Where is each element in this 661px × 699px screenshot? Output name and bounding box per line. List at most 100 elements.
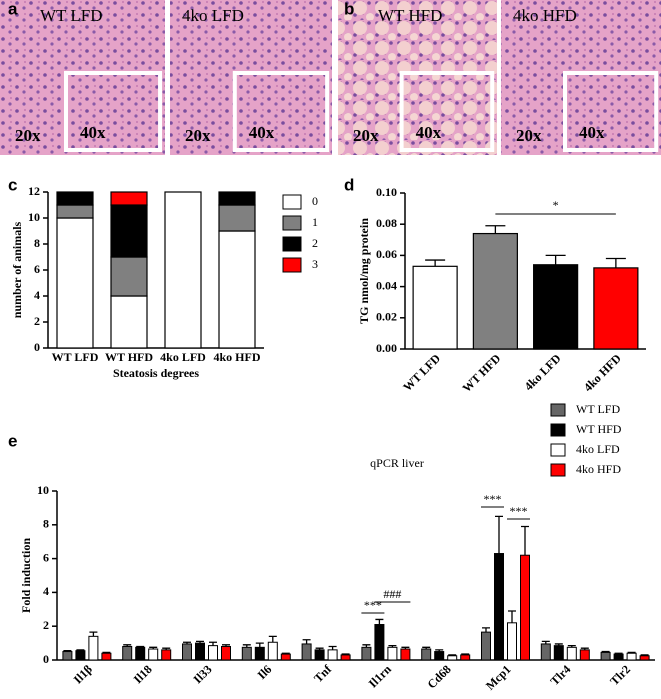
x-tick-label: WT HFD [105,350,153,364]
x-tick-label: WT LFD [400,351,443,394]
x-tick-label: Tlr2 [607,662,633,688]
bar [434,651,445,661]
bar [301,643,312,661]
annotation: *** [484,492,502,506]
y-tick-label: 10 [28,210,40,224]
bar [254,646,265,661]
error-bar [328,645,337,650]
legend-swatch [550,463,566,477]
legend-label: WT LFD [576,402,620,416]
annotation: *** [364,598,382,612]
y-tick-label: 0.06 [376,247,397,261]
inset-frame [232,71,330,152]
bar [361,646,372,661]
error-bar [482,627,490,633]
y-axis-label: number of animals [10,221,24,318]
bar-segment [110,295,148,349]
legend-swatch [550,403,566,417]
legend-label: 0 [312,194,318,208]
x-tick-label: WT HFD [460,351,504,395]
panel-label: a [8,0,18,18]
bar [447,655,458,661]
magnification: 40x [579,123,605,142]
x-tick-label: 4ko HFD [581,351,624,394]
inset-frame [563,71,659,152]
x-tick-label: Tlr4 [547,662,573,688]
bar-segment [56,204,94,219]
error-bar [508,610,516,623]
bar [533,264,579,350]
bar [148,648,159,661]
bar [161,649,172,661]
x-tick-label: Il1β [71,662,95,686]
y-tick-label: 0 [34,340,40,354]
y-tick-label: 0.08 [376,216,397,230]
error-bar [425,259,446,267]
bar [600,651,611,661]
bar [241,646,252,661]
bar [280,653,291,661]
bar [101,652,112,661]
bar-segment [56,217,94,349]
panel-label: d [344,175,354,194]
y-tick-label: 4 [43,584,49,598]
annotation: * [553,198,559,212]
magnification: 40x [416,123,442,142]
legend-swatch [550,443,566,457]
y-tick-label: 2 [34,314,40,328]
bar [400,648,411,661]
bar [507,622,517,661]
legend-swatch [282,257,302,273]
bar [540,643,551,661]
x-tick-label: Il18 [131,662,155,686]
bar [182,643,192,661]
legend-label: 3 [312,257,318,271]
image-label: 4ko LFD [182,6,244,25]
bar [579,649,590,661]
x-tick-label: Il1rn [366,662,395,691]
bar [639,655,650,661]
y-tick-label: 8 [43,517,49,531]
legend-label: 1 [312,215,318,229]
y-tick-label: 4 [34,288,40,302]
bar-segment [56,191,94,206]
error-bar [521,525,529,556]
error-bar [255,642,264,648]
bar-segment [218,230,256,349]
bar [208,645,218,661]
bar-segment [110,256,148,297]
y-tick-label: 0.00 [376,341,397,355]
x-tick-label: Cd68 [425,662,454,691]
x-axis-label: Steatosis degrees [113,366,199,380]
inset-frame [399,71,495,152]
bar [374,624,385,661]
x-tick-label: Il6 [255,662,275,682]
y-tick-label: 6 [34,262,40,276]
magnification: 40x [80,123,106,142]
bar-segment [218,191,256,206]
magnification: 20x [185,126,211,145]
y-tick-label: 12 [28,184,40,198]
error-bar [302,639,311,644]
legend-swatch [550,423,566,437]
annotation: ### [383,587,401,601]
annotation: *** [510,504,528,518]
panel-label: e [8,431,17,450]
error-bar [89,631,98,637]
error-bar [268,635,277,643]
bar [340,654,351,661]
y-tick-label: 0.04 [376,278,397,292]
legend-label: WT HFD [576,422,622,436]
chart-title: qPCR liver [370,456,424,470]
bar [88,635,99,661]
error-bar [485,225,506,234]
y-axis-label: TG nmol/mg protein [357,218,371,324]
error-bar [209,641,217,646]
x-tick-label: 4ko LFD [521,351,563,393]
bar [122,645,133,661]
panel-label: c [8,175,17,194]
micrograph [170,0,332,155]
error-bar [375,618,384,625]
bar [75,650,86,661]
